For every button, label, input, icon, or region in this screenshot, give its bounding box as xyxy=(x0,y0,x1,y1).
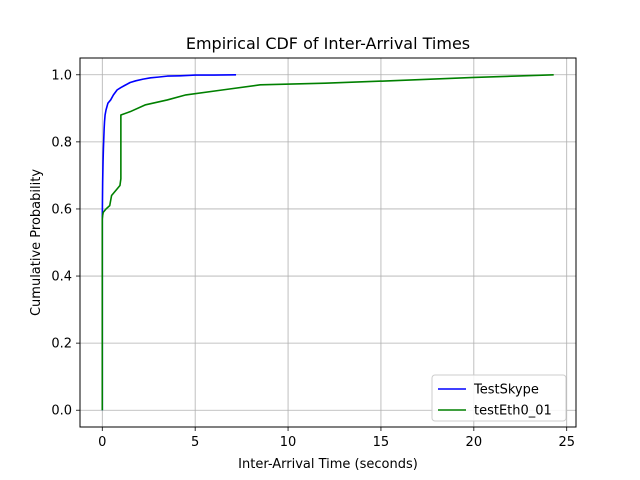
x-axis-label: Inter-Arrival Time (seconds) xyxy=(238,457,418,472)
series-line-testskype xyxy=(101,73,237,411)
y-tick-label: 0.0 xyxy=(51,404,72,419)
series-lines xyxy=(101,73,554,411)
plot-frame xyxy=(79,57,577,428)
legend-label: testEth0_01 xyxy=(474,404,552,419)
axis-ticks: 0 5 10 15 20 25 0.0 0.2 0.4 0.6 0.8 1.0 xyxy=(51,68,575,450)
x-tick-label: 15 xyxy=(373,435,390,450)
x-tick-label: 20 xyxy=(466,435,483,450)
y-tick-label: 0.8 xyxy=(51,135,72,150)
x-tick-label: 10 xyxy=(280,435,297,450)
y-tick-label: 0.6 xyxy=(51,202,72,217)
grid xyxy=(80,58,576,427)
y-tick-label: 0.4 xyxy=(51,270,72,285)
x-tick-label: 25 xyxy=(558,435,575,450)
chart-title: Empirical CDF of Inter-Arrival Times xyxy=(186,34,470,53)
x-tick-label: 0 xyxy=(98,435,106,450)
y-axis-label: Cumulative Probability xyxy=(29,169,44,316)
x-tick-label: 5 xyxy=(191,435,199,450)
y-tick-label: 1.0 xyxy=(51,68,72,83)
legend-label: TestSkype xyxy=(473,383,539,398)
legend: TestSkype testEth0_01 xyxy=(431,374,567,422)
series-line-testeth0-01 xyxy=(101,73,554,411)
y-tick-label: 0.2 xyxy=(51,337,72,352)
